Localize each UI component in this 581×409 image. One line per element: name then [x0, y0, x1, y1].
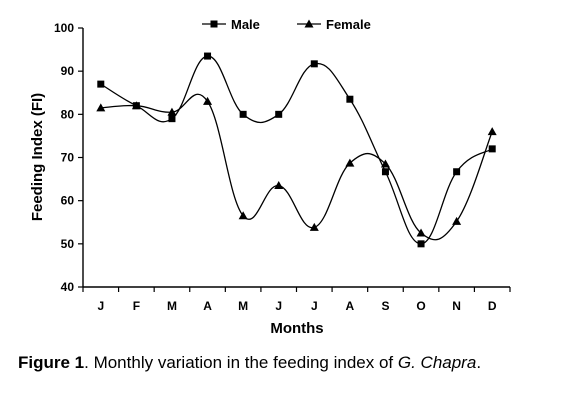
- series-male-line: [100, 55, 493, 245]
- y-tick-label: 40: [61, 280, 75, 294]
- legend-label-female: Female: [326, 17, 371, 32]
- series-female-point: [487, 127, 497, 136]
- x-tick-label: J: [275, 299, 282, 313]
- series-female-point: [274, 181, 284, 190]
- y-tick-label: 50: [61, 237, 75, 251]
- series-female-point: [167, 107, 177, 116]
- series-female: [96, 93, 497, 241]
- series-male-point: [204, 52, 212, 60]
- caption-species: G. Chapra: [397, 353, 477, 372]
- x-tick-label: M: [167, 299, 177, 313]
- series-female-point: [96, 103, 106, 112]
- y-tick-label: 90: [61, 64, 75, 78]
- caption-end: .: [476, 353, 482, 372]
- legend-marker-male: [210, 20, 218, 28]
- y-tick-label: 100: [54, 21, 74, 35]
- y-tick-label: 60: [61, 194, 75, 208]
- series-male-point: [275, 110, 283, 118]
- y-tick-label: 80: [61, 107, 75, 121]
- series-male-point: [97, 80, 105, 88]
- x-tick-label: A: [203, 299, 212, 313]
- series-female-point: [380, 159, 390, 168]
- x-tick-label: O: [416, 299, 425, 313]
- x-tick-label: N: [452, 299, 461, 313]
- chart-legend: Male Female: [202, 17, 371, 32]
- figure-caption: Figure 1. Monthly variation in the feedi…: [18, 352, 538, 374]
- x-tick-label: S: [381, 299, 389, 313]
- caption-figure-label: Figure 1: [18, 353, 85, 372]
- y-axis: 40 50 60 70 80 90 100: [54, 21, 84, 294]
- x-tick-label: J: [311, 299, 318, 313]
- caption-text: . Monthly variation in the feeding index…: [84, 353, 398, 372]
- x-tick-label: A: [346, 299, 355, 313]
- legend-item-female: Female: [297, 17, 371, 32]
- series-male-point: [381, 168, 389, 176]
- series-female-point: [131, 101, 141, 110]
- x-tick-label: F: [133, 299, 140, 313]
- series-male-point: [488, 145, 496, 153]
- y-axis-title: Feeding Index (FI): [29, 93, 46, 221]
- series-male-point: [239, 110, 247, 118]
- series-male-point: [453, 168, 461, 176]
- x-tick-label: D: [488, 299, 497, 313]
- x-tick-label: M: [238, 299, 248, 313]
- series-male: [97, 52, 496, 248]
- series-male-point: [346, 95, 354, 103]
- legend-marker-female: [304, 19, 314, 28]
- series-female-point: [452, 216, 462, 225]
- series-female-point: [416, 228, 426, 237]
- series-female-point: [238, 211, 248, 220]
- legend-label-male: Male: [231, 17, 260, 32]
- x-tick-label: J: [97, 299, 104, 313]
- series-female-point: [203, 96, 213, 105]
- series-male-point: [417, 240, 425, 248]
- plot-area: [96, 52, 497, 248]
- series-female-point: [309, 222, 319, 231]
- series-female-point: [345, 158, 355, 167]
- series-male-point: [168, 115, 176, 123]
- legend-item-male: Male: [202, 17, 260, 32]
- x-axis-title: Months: [270, 320, 323, 337]
- y-tick-label: 70: [61, 151, 75, 165]
- series-male-point: [310, 60, 318, 68]
- series-female-line: [100, 93, 493, 241]
